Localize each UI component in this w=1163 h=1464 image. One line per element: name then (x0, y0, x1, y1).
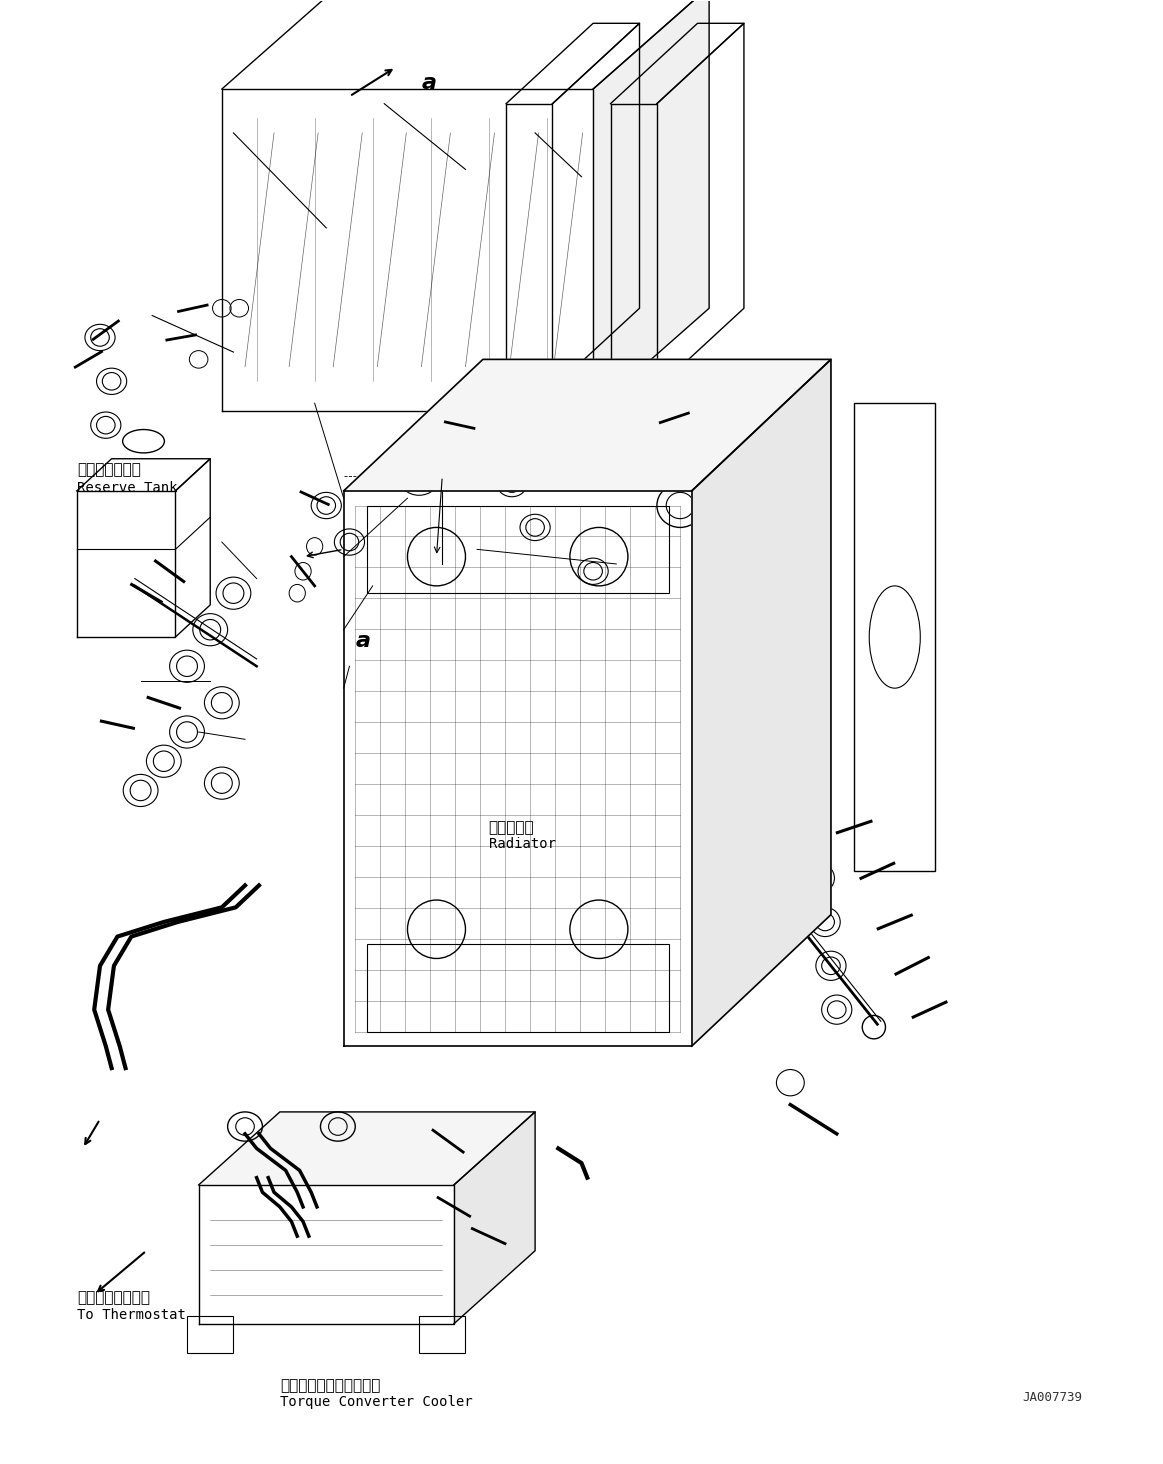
Text: サーモスタットへ: サーモスタットへ (77, 1290, 150, 1306)
Text: トルクコンバータクーラ: トルクコンバータクーラ (280, 1378, 380, 1392)
Polygon shape (692, 359, 830, 1047)
Text: a: a (355, 631, 370, 651)
Polygon shape (454, 1113, 535, 1323)
Bar (366, 505, 669, 593)
Polygon shape (222, 0, 709, 89)
Text: Radiator: Radiator (488, 837, 556, 851)
Text: ラジエータ: ラジエータ (488, 820, 534, 834)
Bar (187, 1316, 234, 1353)
Text: Torque Converter Cooler: Torque Converter Cooler (280, 1395, 472, 1410)
Text: リザーブタンク: リザーブタンク (77, 461, 141, 477)
Text: a: a (421, 73, 436, 94)
Bar (419, 1316, 465, 1353)
Bar (366, 944, 669, 1032)
Polygon shape (343, 359, 830, 490)
Bar (854, 403, 935, 871)
Polygon shape (593, 0, 709, 410)
Polygon shape (199, 1113, 535, 1184)
Text: To Thermostat: To Thermostat (77, 1307, 186, 1322)
Text: JA007739: JA007739 (1022, 1391, 1083, 1404)
Text: Reserve Tank: Reserve Tank (77, 480, 177, 495)
